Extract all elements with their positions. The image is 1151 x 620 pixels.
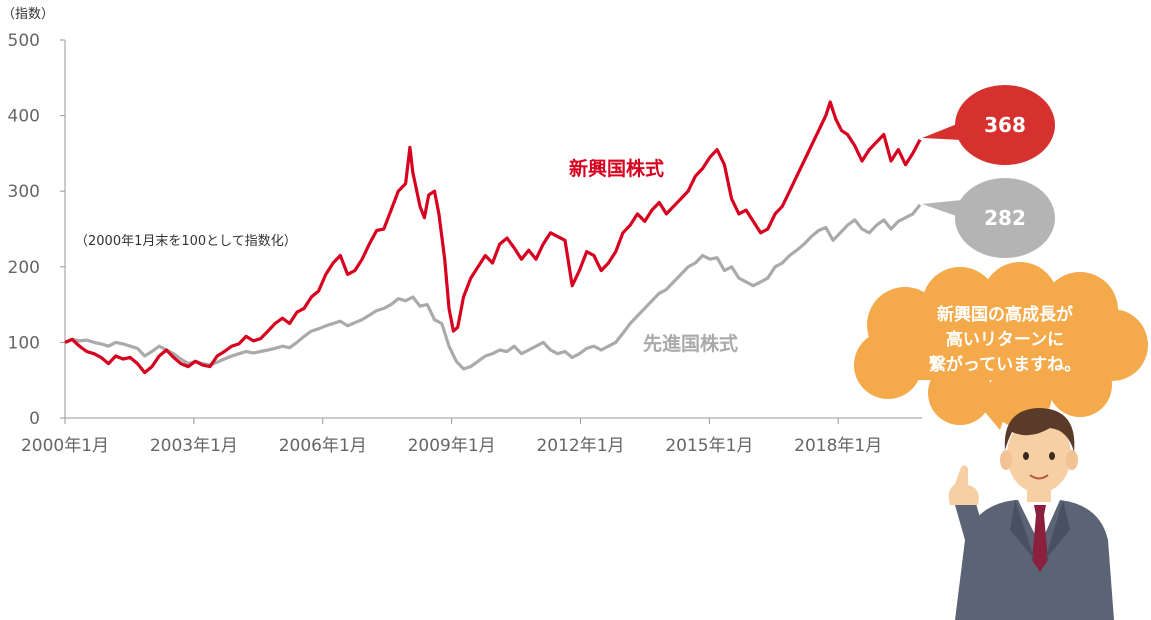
y-tick-label: 0 [29,409,40,429]
x-tick-label: 2009年1月 [408,436,496,456]
y-tick-label: 100 [8,333,40,353]
series-label-developed: 先進国株式 [643,332,738,355]
x-tick-label: 2012年1月 [536,436,624,456]
end-bubble-developed: 282 [922,178,1055,258]
x-tick-label: 2015年1月 [665,436,753,456]
end-value-developed: 282 [984,206,1026,230]
y-unit-label: （指数） [2,7,54,22]
y-ticks: 0 100 200 300 400 500 [8,31,65,429]
series-line-developed [64,203,922,371]
speech-bubble: 新興国の高成長が 高いリターンに 繋がっていますね。 [854,262,1148,430]
y-tick-label: 300 [8,182,40,202]
businessman-illustration [948,408,1114,620]
x-tick-label: 2006年1月 [279,436,367,456]
series-lines [64,100,922,375]
x-tick-label: 2018年1月 [794,436,882,456]
speech-line-3: 繋がっていますね。 [929,354,1081,375]
x-tick-label: 2003年1月 [150,436,238,456]
end-bubble-emerging: 368 [922,85,1055,165]
x-ticks: 2000年1月 2003年1月 2006年1月 2009年1月 2012年1月 2015年… [21,418,882,456]
speech-line-1: 新興国の高成長が [937,304,1073,325]
series-line-emerging [64,100,922,375]
y-tick-label: 400 [8,107,40,127]
series-label-emerging: 新興国株式 [569,157,664,180]
y-tick-label: 200 [8,258,40,278]
speech-line-2: 高いリターンに [946,329,1064,350]
y-tick-label: 500 [8,31,40,51]
end-value-emerging: 368 [984,113,1026,137]
chart-note: （2000年1月末を100として指数化） [75,234,297,249]
x-tick-label: 2000年1月 [21,436,109,456]
